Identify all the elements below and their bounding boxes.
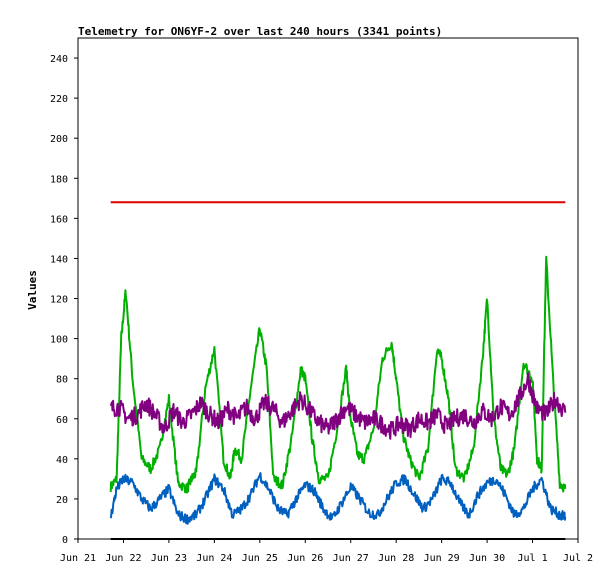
y-tick-label: 160 [50, 214, 68, 225]
series-line-3 [109, 472, 567, 525]
x-tick-label: Jun 21 [60, 553, 96, 564]
y-axis: 0 20 40 60 80 100 120 140 160 180 200 220 240 [50, 54, 78, 546]
y-tick-label: 0 [62, 535, 68, 546]
y-tick-label: 140 [50, 254, 68, 265]
x-tick-label: Jul 1 [517, 553, 547, 564]
x-tick-label: Jun 28 [378, 553, 414, 564]
y-tick-label: 40 [56, 455, 68, 466]
y-axis-label: Values [26, 270, 39, 310]
x-tick-label: Jun 27 [333, 553, 369, 564]
series-group [109, 201, 567, 540]
x-tick-label: Jun 24 [196, 553, 232, 564]
y-tick-label: 20 [56, 495, 68, 506]
series-line-1 [109, 255, 567, 494]
y-tick-label: 240 [50, 54, 68, 65]
x-tick-label: Jun 26 [287, 553, 323, 564]
x-tick-label: Jun 22 [105, 553, 141, 564]
x-tick-label: Jul 2 [563, 553, 593, 564]
x-tick-label: Jun 25 [242, 553, 278, 564]
x-tick-label: Jun 30 [469, 553, 505, 564]
y-tick-label: 180 [50, 174, 68, 185]
y-tick-label: 220 [50, 94, 68, 105]
series-line-2 [109, 372, 567, 440]
x-tick-label: Jun 23 [151, 553, 187, 564]
y-tick-label: 200 [50, 134, 68, 145]
chart-title: Telemetry for ON6YF-2 over last 240 hour… [78, 25, 442, 38]
y-tick-label: 60 [56, 415, 68, 426]
x-tick-label: Jun 29 [424, 553, 460, 564]
x-axis: Jun 21 Jun 22 Jun 23 Jun 24 Jun 25 Jun 26 Jun … [60, 539, 593, 564]
y-tick-label: 120 [50, 295, 68, 306]
y-tick-label: 80 [56, 375, 68, 386]
y-tick-label: 100 [50, 335, 68, 346]
